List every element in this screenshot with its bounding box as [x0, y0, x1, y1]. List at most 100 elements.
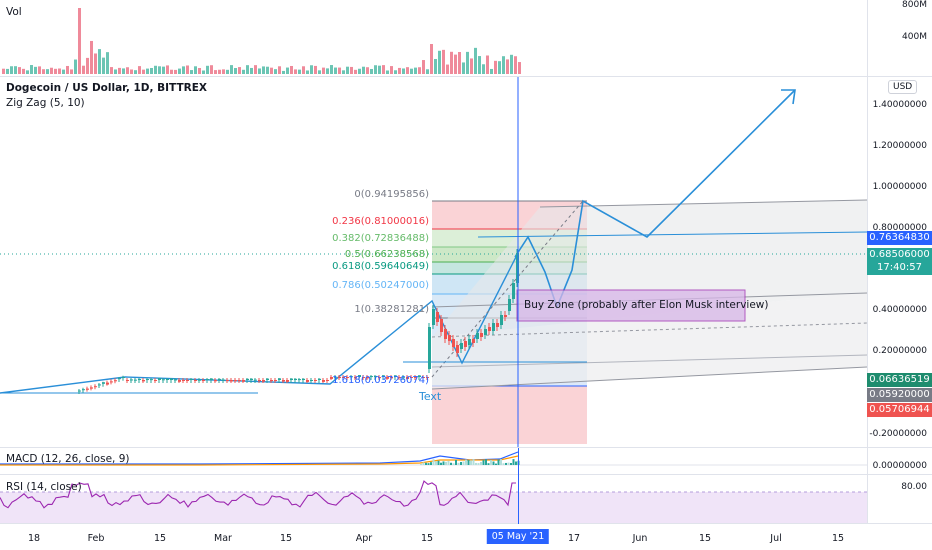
volume-bar	[98, 49, 101, 74]
price-tick: 1.40000000	[872, 100, 927, 110]
buy-zone-box[interactable]	[516, 289, 746, 322]
pane-separator[interactable]	[0, 447, 932, 448]
volume-bar	[50, 67, 53, 74]
candle	[374, 375, 377, 377]
macd-histogram-bar	[440, 462, 442, 465]
volume-bar	[198, 67, 201, 74]
candle	[258, 380, 261, 382]
volume-bar	[6, 68, 9, 74]
volume-bars	[2, 8, 521, 74]
volume-bar	[370, 68, 373, 74]
buy-zone-label[interactable]: Buy Zone (probably after Elon Musk inter…	[524, 299, 769, 311]
volume-bar	[218, 69, 221, 74]
macd-histogram-bar	[420, 463, 422, 465]
macd-histogram-bar	[482, 460, 485, 465]
volume-bar	[190, 70, 193, 74]
rsi-axis[interactable]: 80.00	[867, 475, 932, 523]
volume-bar	[42, 69, 45, 74]
volume-bar	[334, 67, 337, 74]
volume-pane[interactable]: Vol	[0, 0, 867, 76]
price-badge-zigzag: 0.06636519	[867, 373, 932, 387]
macd-pane[interactable]: MACD (12, 26, close, 9)	[0, 448, 867, 474]
pane-separator[interactable]	[0, 76, 932, 77]
volume-bar	[454, 54, 457, 74]
time-axis[interactable]	[0, 524, 867, 550]
candle	[488, 327, 491, 331]
target-line[interactable]	[477, 231, 867, 238]
macd-histogram-bar	[447, 460, 450, 465]
symbol-title[interactable]: Dogecoin / US Dollar, 1D, BITTREX	[6, 82, 207, 94]
volume-bar	[422, 60, 425, 74]
volume-bar	[318, 70, 321, 74]
candle	[114, 380, 117, 382]
rsi-tick: 80.00	[901, 482, 927, 492]
pane-separator[interactable]	[0, 523, 932, 524]
pane-separator[interactable]	[0, 474, 932, 475]
macd-histogram-bar	[490, 460, 492, 465]
candle	[476, 333, 479, 339]
candle	[322, 380, 325, 382]
projection-path[interactable]	[514, 89, 796, 310]
volume-bar	[386, 70, 389, 74]
rsi-title[interactable]: RSI (14, close)	[6, 481, 82, 493]
macd-histogram-bar	[442, 461, 445, 465]
volume-bar	[66, 65, 69, 74]
candle	[398, 377, 401, 378]
candle	[342, 377, 345, 378]
macd-histogram-bar	[435, 461, 437, 465]
macd-axis[interactable]: 0.00000000	[867, 448, 932, 474]
volume-bar	[230, 65, 233, 74]
volume-bar	[178, 68, 181, 74]
macd-histogram-bar	[510, 463, 512, 465]
candle	[426, 377, 429, 378]
time-label: Apr	[355, 533, 373, 544]
volume-bar	[258, 68, 261, 74]
volume-bar	[34, 66, 37, 74]
volume-bar	[202, 70, 205, 74]
macd-histogram-bar	[425, 462, 427, 465]
volume-bar	[206, 65, 209, 74]
volume-bar	[410, 68, 413, 74]
volume-bar	[122, 68, 125, 74]
macd-histogram-bar	[457, 462, 460, 465]
volume-tick: 800M	[902, 0, 927, 10]
macd-tick: 0.00000000	[872, 461, 927, 471]
volume-bar	[174, 69, 177, 74]
volume-bar	[418, 67, 421, 74]
volume-bar	[350, 66, 353, 74]
time-label: 15	[279, 533, 293, 544]
volume-bar	[38, 66, 41, 74]
candle	[162, 379, 165, 381]
macd-histogram-bar	[452, 463, 455, 465]
rsi-pane[interactable]: RSI (14, close)	[0, 475, 867, 523]
candle	[366, 377, 369, 379]
macd-histogram-bar	[455, 459, 457, 465]
fib-label-0: 0(0.94195856)	[354, 189, 429, 200]
candle	[508, 299, 511, 311]
candle	[310, 379, 313, 381]
price-badge-last: 0.68506000	[867, 248, 932, 262]
volume-bar	[342, 70, 345, 74]
volume-bar	[182, 66, 185, 74]
volume-bar	[238, 67, 241, 74]
candle	[178, 380, 181, 382]
volume-axis[interactable]: 800M 400M	[867, 0, 932, 76]
time-label-current: 05 May '21	[486, 529, 550, 544]
volume-bar	[450, 51, 453, 74]
indicator-title[interactable]: Zig Zag (5, 10)	[6, 97, 85, 109]
text-note[interactable]: Text	[419, 390, 442, 403]
volume-bar	[246, 65, 249, 74]
candle	[504, 315, 507, 317]
currency-button[interactable]: USD	[888, 80, 918, 94]
volume-bar	[398, 67, 401, 74]
candle	[354, 377, 357, 379]
volume-bar	[378, 65, 381, 74]
main-chart-pane[interactable]: Dogecoin / US Dollar, 1D, BITTREX Zig Za…	[0, 77, 867, 447]
volume-bar	[394, 70, 397, 74]
price-tick: 1.20000000	[872, 141, 927, 151]
time-label: 15	[153, 533, 167, 544]
macd-histogram-bar	[465, 459, 467, 465]
macd-title[interactable]: MACD (12, 26, close, 9)	[6, 453, 130, 465]
volume-bar	[110, 67, 113, 74]
volume-bar	[502, 56, 505, 74]
